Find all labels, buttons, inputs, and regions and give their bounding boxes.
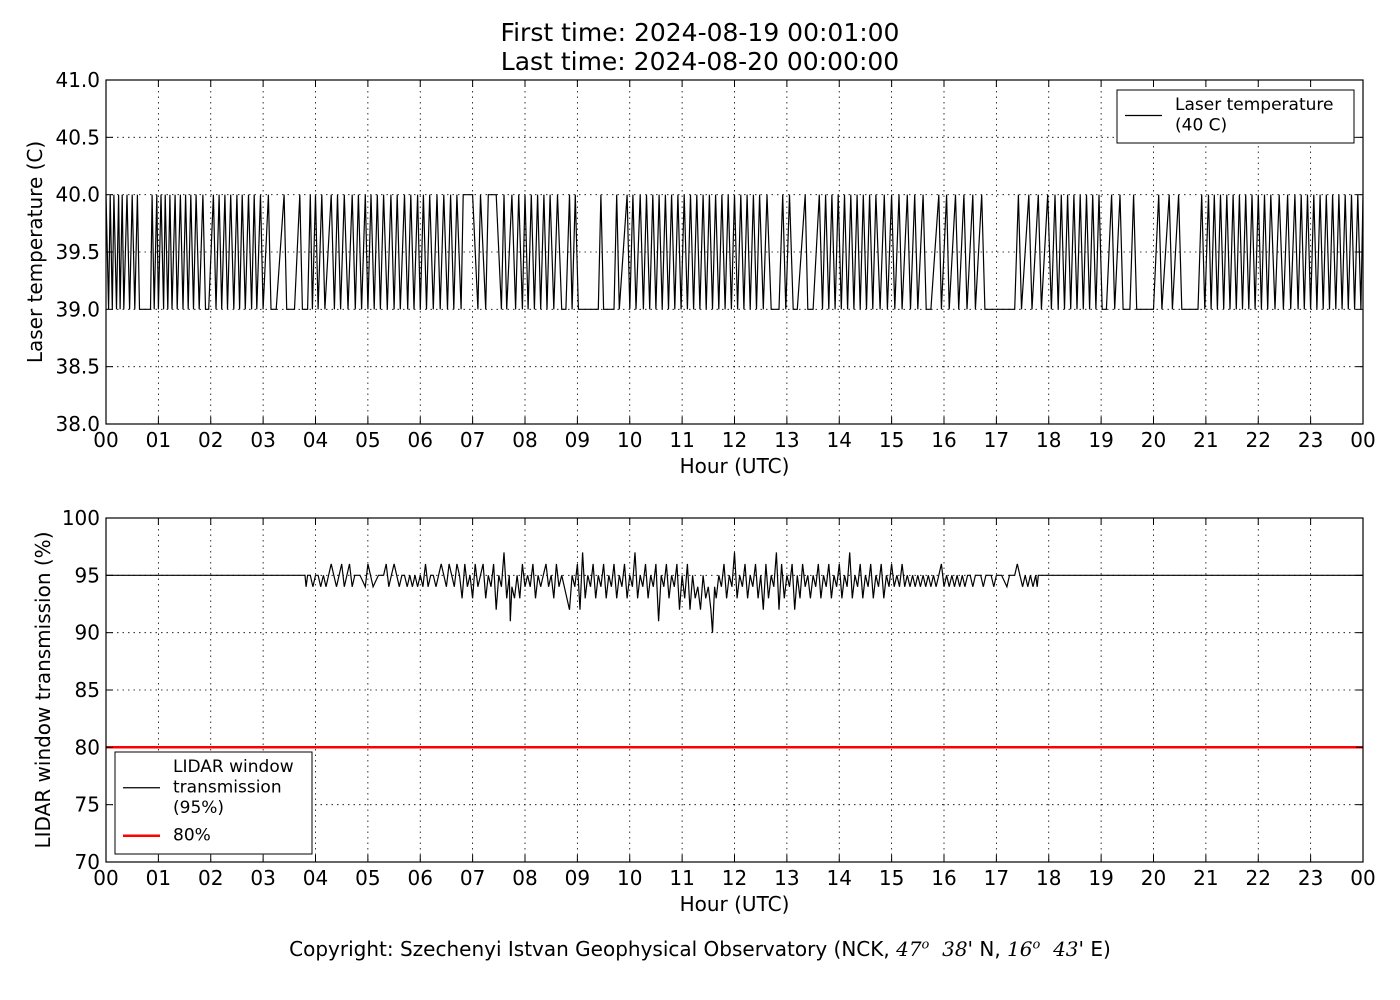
copyright-text: Copyright: Szechenyi Istvan Geophysical … xyxy=(0,937,1400,961)
x-tick-label: 03 xyxy=(250,428,275,452)
x-tick-label: 21 xyxy=(1193,428,1218,452)
latitude-suffix: ' N, xyxy=(967,937,1008,961)
y-tick-label: 41.0 xyxy=(55,68,100,92)
legend-label-1: LIDAR window xyxy=(173,757,294,777)
x-tick-label: 02 xyxy=(198,866,223,890)
chart-panel-1: 00 01 02 03 04 05 06 07 08 09 10 11 12 13 14 15 16 17 18 19… xyxy=(23,68,1376,478)
y-tick-label: 39.5 xyxy=(55,240,100,264)
longitude-degrees: 16 xyxy=(1007,937,1033,961)
copyright-prefix: Copyright: Szechenyi Istvan Geophysical … xyxy=(289,937,897,961)
x-tick-label: 06 xyxy=(408,866,433,890)
x-tick-label: 00 xyxy=(1350,428,1375,452)
y-tick-label: 95 xyxy=(75,563,100,587)
y-tick-label: 38.0 xyxy=(55,412,100,436)
title-first-time: First time: 2024-08-19 00:01:00 xyxy=(500,18,900,47)
x-tick-label: 12 xyxy=(722,866,747,890)
legend-label-1: (40 C) xyxy=(1175,116,1227,136)
x-tick-label: 22 xyxy=(1246,428,1271,452)
title-last-time: Last time: 2024-08-20 00:00:00 xyxy=(500,47,900,76)
x-tick-label: 05 xyxy=(355,866,380,890)
latitude-degree-mark: o xyxy=(921,937,930,953)
y-tick-label: 85 xyxy=(75,678,100,702)
series-line-1 xyxy=(106,194,1363,310)
y-tick-label: 39.0 xyxy=(55,297,100,321)
x-tick-label: 19 xyxy=(1088,866,1113,890)
x-tick-label: 23 xyxy=(1298,428,1323,452)
legend: Laser temperature(40 C) xyxy=(1116,89,1355,144)
x-tick-label: 09 xyxy=(565,866,590,890)
x-tick-label: 14 xyxy=(827,866,852,890)
x-tick-label: 15 xyxy=(879,866,904,890)
x-tick-label: 21 xyxy=(1193,866,1218,890)
x-tick-label: 23 xyxy=(1298,866,1323,890)
longitude-suffix: ' E) xyxy=(1078,937,1111,961)
y-axis-label: LIDAR window transmission (%) xyxy=(31,532,55,849)
latitude-degrees: 47 xyxy=(896,937,922,961)
x-tick-label: 17 xyxy=(984,866,1009,890)
x-tick-label: 19 xyxy=(1088,428,1113,452)
y-tick-label: 80 xyxy=(75,735,100,759)
x-tick-label: 17 xyxy=(984,428,1009,452)
y-tick-label: 40.0 xyxy=(55,183,100,207)
legend-label-1: (95%) xyxy=(173,798,224,818)
y-tick-label: 38.5 xyxy=(55,355,100,379)
y-axis-label: Laser temperature (C) xyxy=(23,141,47,363)
y-tick-label: 75 xyxy=(75,793,100,817)
y-tick-label: 40.5 xyxy=(55,125,100,149)
x-tick-label: 00 xyxy=(93,428,118,452)
x-tick-label: 00 xyxy=(93,866,118,890)
x-tick-label: 03 xyxy=(250,866,275,890)
x-tick-label: 14 xyxy=(827,428,852,452)
legend-label-2: 80% xyxy=(173,826,211,846)
x-tick-label: 06 xyxy=(408,428,433,452)
x-tick-label: 09 xyxy=(565,428,590,452)
legend-label-1: Laser temperature xyxy=(1175,95,1333,115)
x-tick-label: 18 xyxy=(1036,866,1061,890)
x-tick-label: 04 xyxy=(303,866,328,890)
x-tick-label: 12 xyxy=(722,428,747,452)
y-tick-label: 100 xyxy=(62,506,100,530)
x-tick-label: 10 xyxy=(617,428,642,452)
longitude-degree-mark: o xyxy=(1032,937,1041,953)
chart-panel-2: 00 01 02 03 04 05 06 07 08 09 10 11 12 13 14 15 16 17 18 19… xyxy=(31,506,1376,916)
series-line-1 xyxy=(106,552,1363,633)
x-tick-label: 08 xyxy=(512,866,537,890)
x-tick-label: 07 xyxy=(460,866,485,890)
x-tick-label: 20 xyxy=(1141,866,1166,890)
x-tick-label: 22 xyxy=(1246,866,1271,890)
x-tick-label: 01 xyxy=(146,428,171,452)
x-tick-label: 02 xyxy=(198,428,223,452)
x-tick-label: 11 xyxy=(669,866,694,890)
x-tick-label: 05 xyxy=(355,428,380,452)
latitude-minutes: 38 xyxy=(942,937,968,961)
x-tick-label: 00 xyxy=(1350,866,1375,890)
x-tick-label: 13 xyxy=(774,866,799,890)
x-tick-label: 15 xyxy=(879,428,904,452)
x-tick-label: 11 xyxy=(669,428,694,452)
x-tick-label: 18 xyxy=(1036,428,1061,452)
x-tick-label: 08 xyxy=(512,428,537,452)
y-tick-label: 90 xyxy=(75,621,100,645)
x-axis-label: Hour (UTC) xyxy=(680,454,790,478)
legend-box xyxy=(1116,89,1355,144)
x-tick-label: 20 xyxy=(1141,428,1166,452)
chart-title: First time: 2024-08-19 00:01:00 Last tim… xyxy=(0,18,1400,76)
x-tick-label: 16 xyxy=(931,428,956,452)
x-tick-label: 16 xyxy=(931,866,956,890)
y-tick-label: 70 xyxy=(75,850,100,874)
x-axis-label: Hour (UTC) xyxy=(680,892,790,916)
x-tick-label: 07 xyxy=(460,428,485,452)
x-tick-label: 04 xyxy=(303,428,328,452)
x-tick-label: 13 xyxy=(774,428,799,452)
x-tick-label: 10 xyxy=(617,866,642,890)
x-tick-label: 01 xyxy=(146,866,171,890)
longitude-minutes: 43 xyxy=(1053,937,1079,961)
legend-label-1: transmission xyxy=(173,778,282,798)
